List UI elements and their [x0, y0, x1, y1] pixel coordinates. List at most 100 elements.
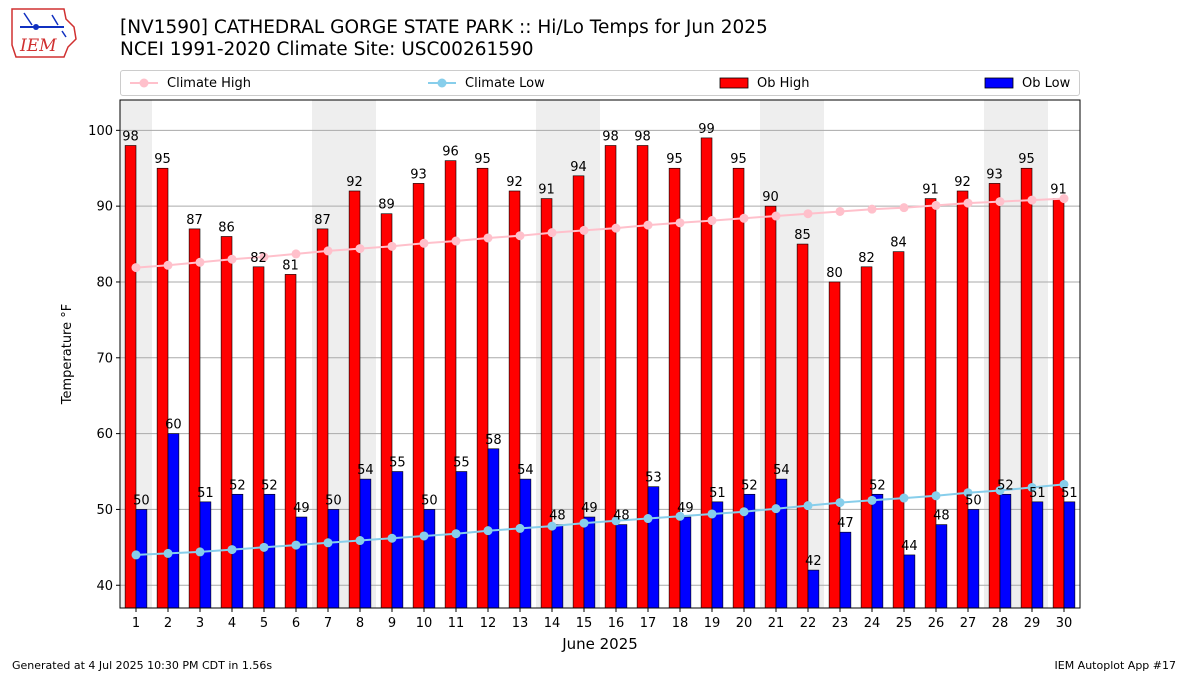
climate-high-point — [259, 252, 269, 262]
ob-high-bar — [1020, 167, 1033, 609]
ob-low-label: 48 — [549, 509, 566, 524]
climate-high-point — [323, 246, 333, 256]
ob-high-bar — [156, 167, 169, 609]
climate-low-point — [131, 550, 141, 560]
ob-low-bar — [615, 524, 628, 609]
climate-low-point — [739, 507, 749, 517]
ob-high-bar — [668, 167, 681, 609]
app-credit: IEM Autoplot App #17 — [1054, 659, 1177, 672]
climate-high-point — [131, 263, 141, 273]
climate-high-line-icon — [130, 78, 158, 88]
x-tick-label: 11 — [448, 616, 465, 631]
climate-low-point — [419, 531, 429, 541]
climate-low-point — [291, 540, 301, 550]
ob-high-bar — [988, 183, 1001, 609]
ob-high-label: 95 — [1018, 152, 1035, 167]
y-axis-label: Temperature °F — [60, 304, 75, 405]
climate-low-point — [515, 523, 525, 533]
legend-ob-high: Ob High — [719, 71, 810, 95]
ob-high-bar — [348, 190, 361, 609]
ob-high-bar — [252, 266, 265, 609]
climate-high-point — [483, 233, 493, 243]
svg-text:IEM: IEM — [19, 36, 57, 56]
x-tick-label: 1 — [132, 616, 140, 631]
ob-low-label: 58 — [485, 433, 502, 448]
generated-timestamp: Generated at 4 Jul 2025 10:30 PM CDT in … — [12, 659, 273, 672]
ob-high-label: 91 — [922, 183, 939, 198]
ob-low-label: 52 — [261, 478, 278, 493]
climate-high-point — [963, 198, 973, 208]
x-tick-label: 14 — [544, 616, 561, 631]
ob-high-bar — [892, 251, 905, 609]
ob-high-label: 81 — [282, 258, 299, 273]
climate-low-point — [451, 529, 461, 539]
climate-low-point — [163, 548, 173, 558]
climate-low-point — [771, 504, 781, 514]
x-tick-label: 8 — [356, 616, 364, 631]
climate-high-line — [135, 197, 1065, 269]
ob-high-label: 86 — [218, 220, 235, 235]
ob-low-bar — [839, 531, 852, 609]
ob-low-bar — [679, 516, 692, 609]
ob-high-bar — [284, 274, 297, 609]
ob-high-bar — [1052, 198, 1065, 609]
climate-low-point — [675, 511, 685, 521]
ob-high-label: 82 — [858, 251, 875, 266]
legend-ob-high-label: Ob High — [757, 75, 810, 91]
ob-low-label: 53 — [645, 471, 662, 486]
climate-high-point — [579, 225, 589, 235]
ob-low-label: 49 — [293, 501, 310, 516]
ob-low-label: 52 — [229, 478, 246, 493]
y-tick-label: 50 — [96, 503, 113, 518]
ob-high-label: 91 — [538, 183, 555, 198]
climate-high-point — [707, 216, 717, 226]
climate-high-point — [387, 241, 397, 251]
title-line-1: [NV1590] CATHEDRAL GORGE STATE PARK :: H… — [120, 17, 768, 38]
ob-high-bar — [700, 137, 713, 609]
y-tick-label: 100 — [88, 124, 113, 139]
y-tick-label: 80 — [96, 275, 113, 290]
ob-low-label: 44 — [901, 539, 918, 554]
ob-high-bar — [572, 175, 585, 609]
climate-low-point — [483, 526, 493, 536]
ob-low-label: 51 — [197, 486, 214, 501]
ob-high-label: 92 — [954, 175, 971, 190]
ob-low-label: 49 — [677, 501, 694, 516]
ob-low-label: 60 — [165, 418, 182, 433]
climate-low-point — [323, 538, 333, 548]
ob-high-bar — [636, 145, 649, 609]
y-tick-label: 40 — [96, 579, 113, 594]
climate-high-point — [899, 203, 909, 213]
climate-low-line — [135, 483, 1065, 556]
x-tick-label: 23 — [832, 616, 849, 631]
x-tick-label: 19 — [704, 616, 721, 631]
plot-frame — [119, 99, 1081, 609]
climate-low-point — [579, 518, 589, 528]
x-tick-label: 29 — [1024, 616, 1041, 631]
climate-low-point — [195, 547, 205, 557]
ob-low-label: 50 — [133, 493, 150, 508]
legend-ob-low: Ob Low — [984, 71, 1070, 95]
ob-high-swatch-icon — [719, 77, 749, 89]
climate-low-point — [963, 488, 973, 498]
ob-low-label: 49 — [581, 501, 598, 516]
climate-high-point — [931, 200, 941, 210]
ob-high-label: 89 — [378, 198, 395, 213]
legend-climate-low-label: Climate Low — [465, 75, 545, 91]
ob-high-label: 91 — [1050, 183, 1067, 198]
climate-high-point — [195, 257, 205, 267]
x-tick-label: 20 — [736, 616, 753, 631]
x-tick-label: 21 — [768, 616, 785, 631]
y-tick-label: 90 — [96, 200, 113, 215]
climate-low-point — [899, 493, 909, 503]
climate-low-point — [1027, 482, 1037, 492]
x-tick-label: 28 — [992, 616, 1009, 631]
climate-high-point — [611, 223, 621, 233]
climate-low-point — [803, 501, 813, 511]
climate-low-point — [547, 521, 557, 531]
ob-low-bar — [1063, 501, 1076, 609]
climate-high-point — [995, 197, 1005, 207]
ob-low-label: 52 — [997, 478, 1014, 493]
ob-high-label: 90 — [762, 190, 779, 205]
